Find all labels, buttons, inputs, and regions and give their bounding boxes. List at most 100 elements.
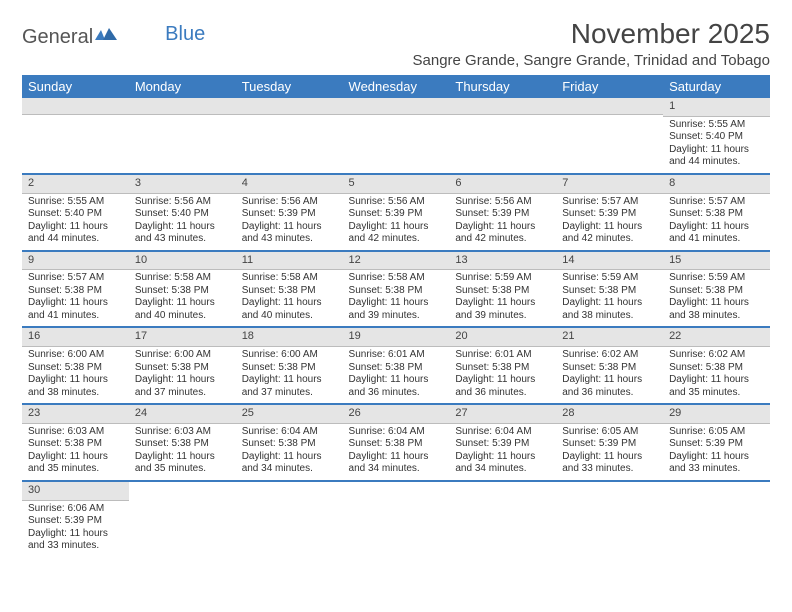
sunset-line: Sunset: 5:38 PM (455, 285, 550, 298)
calendar-row: 9Sunrise: 5:57 AMSunset: 5:38 PMDaylight… (22, 251, 770, 328)
day-number: 26 (343, 405, 450, 424)
calendar-row: 1Sunrise: 5:55 AMSunset: 5:40 PMDaylight… (22, 98, 770, 174)
calendar-cell: 28Sunrise: 6:05 AMSunset: 5:39 PMDayligh… (556, 404, 663, 481)
sunrise-line: Sunrise: 5:56 AM (242, 196, 337, 209)
calendar-cell: 3Sunrise: 5:56 AMSunset: 5:40 PMDaylight… (129, 174, 236, 251)
sunrise-line: Sunrise: 6:02 AM (562, 349, 657, 362)
day-details: Sunrise: 6:04 AMSunset: 5:38 PMDaylight:… (236, 424, 343, 480)
day-details: Sunrise: 5:58 AMSunset: 5:38 PMDaylight:… (236, 270, 343, 326)
sunrise-line: Sunrise: 6:03 AM (135, 426, 230, 439)
weekday-header-row: SundayMondayTuesdayWednesdayThursdayFrid… (22, 75, 770, 98)
sunrise-line: Sunrise: 5:56 AM (135, 196, 230, 209)
sunset-line: Sunset: 5:38 PM (242, 362, 337, 375)
day-number: 14 (556, 252, 663, 271)
weekday-header: Thursday (449, 75, 556, 98)
sunrise-line: Sunrise: 5:57 AM (562, 196, 657, 209)
sunrise-line: Sunrise: 6:00 AM (28, 349, 123, 362)
sunrise-line: Sunrise: 6:04 AM (242, 426, 337, 439)
sunset-line: Sunset: 5:38 PM (28, 438, 123, 451)
calendar-cell (343, 481, 450, 557)
sunrise-line: Sunrise: 5:55 AM (28, 196, 123, 209)
sunrise-line: Sunrise: 5:58 AM (242, 272, 337, 285)
daylight-line: Daylight: 11 hours and 36 minutes. (562, 374, 657, 399)
calendar-table: SundayMondayTuesdayWednesdayThursdayFrid… (22, 75, 770, 557)
calendar-cell: 6Sunrise: 5:56 AMSunset: 5:39 PMDaylight… (449, 174, 556, 251)
month-title: November 2025 (413, 18, 770, 50)
title-block: November 2025 Sangre Grande, Sangre Gran… (413, 18, 770, 69)
daylight-line: Daylight: 11 hours and 35 minutes. (135, 451, 230, 476)
day-number: 13 (449, 252, 556, 271)
empty-day-bar (236, 98, 343, 115)
day-number: 25 (236, 405, 343, 424)
sunrise-line: Sunrise: 5:59 AM (455, 272, 550, 285)
day-details: Sunrise: 5:56 AMSunset: 5:39 PMDaylight:… (343, 194, 450, 250)
daylight-line: Daylight: 11 hours and 34 minutes. (349, 451, 444, 476)
calendar-cell: 29Sunrise: 6:05 AMSunset: 5:39 PMDayligh… (663, 404, 770, 481)
daylight-line: Daylight: 11 hours and 35 minutes. (28, 451, 123, 476)
sunrise-line: Sunrise: 6:03 AM (28, 426, 123, 439)
calendar-cell (556, 481, 663, 557)
sunset-line: Sunset: 5:39 PM (455, 208, 550, 221)
weekday-header: Sunday (22, 75, 129, 98)
calendar-cell: 15Sunrise: 5:59 AMSunset: 5:38 PMDayligh… (663, 251, 770, 328)
day-details: Sunrise: 5:58 AMSunset: 5:38 PMDaylight:… (129, 270, 236, 326)
calendar-cell: 12Sunrise: 5:58 AMSunset: 5:38 PMDayligh… (343, 251, 450, 328)
day-number: 30 (22, 482, 129, 501)
calendar-cell: 9Sunrise: 5:57 AMSunset: 5:38 PMDaylight… (22, 251, 129, 328)
sunrise-line: Sunrise: 5:57 AM (669, 196, 764, 209)
calendar-cell: 8Sunrise: 5:57 AMSunset: 5:38 PMDaylight… (663, 174, 770, 251)
day-details: Sunrise: 6:06 AMSunset: 5:39 PMDaylight:… (22, 501, 129, 557)
day-details: Sunrise: 6:02 AMSunset: 5:38 PMDaylight:… (663, 347, 770, 403)
sunset-line: Sunset: 5:38 PM (669, 362, 764, 375)
day-details: Sunrise: 5:56 AMSunset: 5:40 PMDaylight:… (129, 194, 236, 250)
daylight-line: Daylight: 11 hours and 39 minutes. (349, 297, 444, 322)
calendar-cell: 18Sunrise: 6:00 AMSunset: 5:38 PMDayligh… (236, 327, 343, 404)
logo-flag-icon (95, 26, 121, 49)
day-details: Sunrise: 5:57 AMSunset: 5:38 PMDaylight:… (22, 270, 129, 326)
sunrise-line: Sunrise: 6:04 AM (455, 426, 550, 439)
sunset-line: Sunset: 5:38 PM (562, 362, 657, 375)
sunset-line: Sunset: 5:39 PM (562, 438, 657, 451)
calendar-cell: 23 Sunrise: 6:03 AMSunset: 5:38 PMDayligh… (22, 404, 129, 481)
daylight-line: Daylight: 11 hours and 34 minutes. (455, 451, 550, 476)
calendar-row: 16Sunrise: 6:00 AMSunset: 5:38 PMDayligh… (22, 327, 770, 404)
day-number: 20 (449, 328, 556, 347)
calendar-row: 2Sunrise: 5:55 AMSunset: 5:40 PMDaylight… (22, 174, 770, 251)
day-details: Sunrise: 5:55 AMSunset: 5:40 PMDaylight:… (22, 194, 129, 250)
calendar-cell: 19Sunrise: 6:01 AMSunset: 5:38 PMDayligh… (343, 327, 450, 404)
day-number: 19 (343, 328, 450, 347)
daylight-line: Daylight: 11 hours and 33 minutes. (669, 451, 764, 476)
calendar-cell (449, 98, 556, 174)
day-number: 23 (22, 405, 129, 424)
day-details: Sunrise: 6:01 AMSunset: 5:38 PMDaylight:… (449, 347, 556, 403)
sunset-line: Sunset: 5:38 PM (28, 285, 123, 298)
day-details: Sunrise: 5:59 AMSunset: 5:38 PMDaylight:… (556, 270, 663, 326)
calendar-cell (129, 98, 236, 174)
empty-day-bar (449, 98, 556, 115)
sunrise-line: Sunrise: 6:06 AM (28, 503, 123, 516)
sunset-line: Sunset: 5:39 PM (349, 208, 444, 221)
sunset-line: Sunset: 5:39 PM (455, 438, 550, 451)
day-number: 22 (663, 328, 770, 347)
sunrise-line: Sunrise: 5:58 AM (349, 272, 444, 285)
daylight-line: Daylight: 11 hours and 38 minutes. (28, 374, 123, 399)
calendar-cell: 26Sunrise: 6:04 AMSunset: 5:38 PMDayligh… (343, 404, 450, 481)
sunset-line: Sunset: 5:39 PM (562, 208, 657, 221)
daylight-line: Daylight: 11 hours and 37 minutes. (135, 374, 230, 399)
day-details: Sunrise: 5:59 AMSunset: 5:38 PMDaylight:… (663, 270, 770, 326)
day-details: Sunrise: 5:59 AMSunset: 5:38 PMDaylight:… (449, 270, 556, 326)
daylight-line: Daylight: 11 hours and 40 minutes. (242, 297, 337, 322)
calendar-cell (236, 481, 343, 557)
day-details: Sunrise: 5:57 AMSunset: 5:38 PMDaylight:… (663, 194, 770, 250)
sunset-line: Sunset: 5:38 PM (242, 285, 337, 298)
day-details: Sunrise: 6:05 AMSunset: 5:39 PMDaylight:… (663, 424, 770, 480)
empty-day-bar (129, 98, 236, 115)
sunset-line: Sunset: 5:38 PM (455, 362, 550, 375)
calendar-cell: 20Sunrise: 6:01 AMSunset: 5:38 PMDayligh… (449, 327, 556, 404)
day-number: 18 (236, 328, 343, 347)
day-details: Sunrise: 6:02 AMSunset: 5:38 PMDaylight:… (556, 347, 663, 403)
calendar-cell: 27Sunrise: 6:04 AMSunset: 5:39 PMDayligh… (449, 404, 556, 481)
sunset-line: Sunset: 5:38 PM (28, 362, 123, 375)
day-number: 1 (663, 98, 770, 117)
sunrise-line: Sunrise: 6:04 AM (349, 426, 444, 439)
